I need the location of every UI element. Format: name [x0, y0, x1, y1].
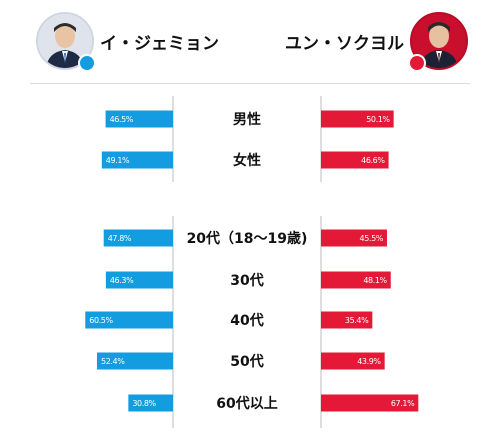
bar-left — [105, 271, 173, 289]
category-label: 男性 — [233, 111, 261, 128]
category-label: 女性 — [233, 152, 261, 169]
data-label-left: 46.5% — [110, 115, 134, 124]
bar-right — [321, 271, 391, 289]
bar-left — [101, 151, 173, 169]
candidate-right-name: ユン・ソクヨル — [285, 34, 404, 54]
category-label: 60代以上 — [216, 395, 277, 412]
category-label: 20代（18～19歳) — [187, 230, 308, 247]
candidate-left-name: イ・ジェミョン — [100, 34, 219, 54]
data-label-right: 43.9% — [357, 357, 381, 366]
bar-right — [321, 110, 394, 128]
category-label: 40代 — [230, 312, 263, 329]
data-label-left: 60.5% — [89, 316, 113, 325]
bar-left — [97, 352, 173, 370]
party-indicator — [78, 54, 96, 72]
bar-left — [128, 394, 173, 412]
data-label-right: 35.4% — [345, 316, 369, 325]
data-label-right: 46.6% — [361, 156, 385, 165]
category-label: 50代 — [230, 353, 263, 370]
data-label-left: 46.3% — [110, 276, 134, 285]
data-label-right: 48.1% — [363, 276, 387, 285]
data-label-right: 67.1% — [391, 399, 415, 408]
bar-left — [85, 311, 173, 329]
bar-right — [321, 352, 385, 370]
category-label: 30代 — [230, 272, 263, 289]
bar-left — [105, 110, 173, 128]
data-label-left: 30.8% — [132, 399, 156, 408]
data-label-right: 45.5% — [360, 234, 384, 243]
header-divider — [30, 83, 470, 84]
data-label-left: 49.1% — [106, 156, 130, 165]
party-indicator — [408, 54, 426, 72]
bar-right — [321, 311, 373, 329]
data-label-right: 50.1% — [366, 115, 390, 124]
person-portrait-icon — [36, 12, 94, 70]
data-label-left: 47.8% — [108, 234, 132, 243]
bar-left — [103, 229, 173, 247]
data-label-left: 52.4% — [101, 357, 125, 366]
bar-right — [321, 394, 419, 412]
bar-right — [321, 151, 389, 169]
bar-right — [321, 229, 387, 247]
